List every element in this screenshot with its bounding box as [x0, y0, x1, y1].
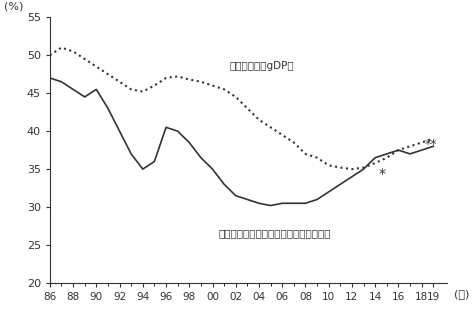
Text: **: ** — [425, 138, 437, 151]
Text: *: * — [378, 167, 386, 181]
Text: 民間消費の対gDP比: 民間消費の対gDP比 — [230, 61, 295, 71]
Text: (年): (年) — [454, 289, 469, 299]
Text: 農村の都市に対する一人当たり所得比率: 農村の都市に対する一人当たり所得比率 — [218, 228, 331, 238]
Y-axis label: (%): (%) — [4, 2, 24, 12]
